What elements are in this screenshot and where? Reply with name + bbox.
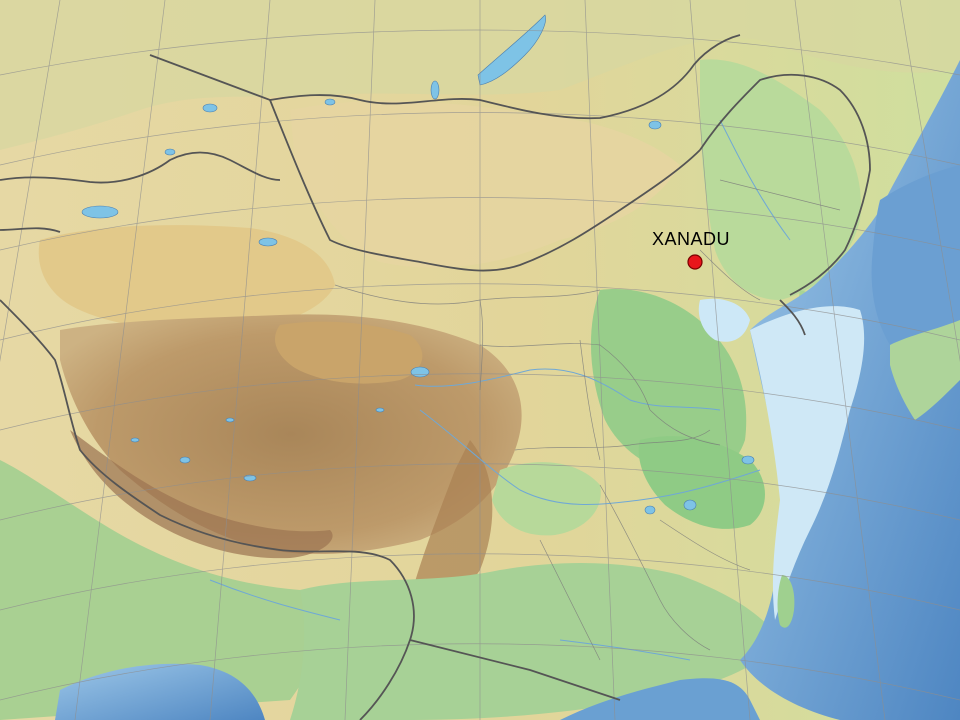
north-china-plain <box>590 289 747 477</box>
lake-hulun <box>648 120 662 130</box>
yangtze-river <box>419 409 761 505</box>
taiwan <box>777 575 795 628</box>
southeast-asia-border <box>409 639 621 701</box>
manchurian-plain <box>700 59 861 300</box>
rivers <box>209 119 791 661</box>
tibet-lake-3 <box>225 417 235 423</box>
province-border-9 <box>579 339 601 461</box>
hengduan-mountains <box>410 440 493 604</box>
meridian-7 <box>689 0 751 720</box>
province-border-3 <box>514 429 711 451</box>
korea-border <box>779 299 806 336</box>
parallel-5 <box>0 373 960 431</box>
xanadu-label: XANADU <box>652 229 731 249</box>
province-border-8 <box>719 179 841 211</box>
meridian-1 <box>0 0 61 363</box>
brahmaputra-river <box>209 579 341 621</box>
lake-balkhash <box>81 205 119 219</box>
west-lake-2 <box>164 148 176 156</box>
country-borders <box>0 34 871 720</box>
meridian-3 <box>209 0 271 720</box>
tibet-lake-5 <box>375 407 385 413</box>
lake-uvs <box>324 98 336 106</box>
tibet-lake-4 <box>130 437 140 443</box>
japan <box>890 320 960 420</box>
lake-bosten <box>258 237 278 247</box>
xanadu-location-dot[interactable] <box>687 254 703 270</box>
meridian-4 <box>344 0 376 720</box>
qaidam-basin <box>275 321 423 384</box>
province-border-7 <box>699 249 761 301</box>
songhua-river <box>719 119 791 241</box>
tibet-lake-1 <box>243 474 257 482</box>
province-border-10 <box>659 519 751 571</box>
yellow-river <box>414 368 721 411</box>
bohai-sea <box>698 298 750 342</box>
lake-baikal <box>477 14 546 86</box>
lake-khovsgol <box>430 80 440 100</box>
parallel-1 <box>0 29 960 76</box>
kazakh-border <box>0 151 281 184</box>
sichuan-basin <box>492 462 601 536</box>
meridian-6 <box>584 0 616 720</box>
province-borders <box>334 179 841 661</box>
central-asia-border <box>0 227 61 233</box>
parallel-2 <box>0 112 960 166</box>
lake-dongting <box>644 505 656 515</box>
parallel-7 <box>0 553 960 611</box>
tarim-basin <box>38 225 335 331</box>
lake-taihu <box>741 455 755 465</box>
province-border-5 <box>539 539 601 661</box>
yellow-sea <box>750 306 865 620</box>
meridian-8 <box>794 0 886 720</box>
sea-of-japan <box>871 165 960 345</box>
meridian-9 <box>899 0 960 363</box>
south-china-sea <box>560 678 760 720</box>
yangtze-delta <box>638 436 765 529</box>
province-border-11 <box>479 299 484 391</box>
bay-of-bengal <box>55 663 265 720</box>
west-lake-1 <box>202 103 218 113</box>
pearl-river <box>559 639 691 661</box>
meridian-2 <box>74 0 166 720</box>
gobi-desert <box>290 100 680 268</box>
indo-gangetic-plain <box>0 460 319 720</box>
russia-mongolia-border <box>149 34 741 120</box>
himalaya-border <box>0 299 415 720</box>
province-border-4 <box>599 484 711 651</box>
province-border-2 <box>479 343 651 411</box>
lake-poyang <box>683 499 697 511</box>
tibet-lake-2 <box>179 456 191 464</box>
mongolia-china-border <box>269 99 701 272</box>
parallel-3 <box>0 197 960 251</box>
parallel-4 <box>0 283 960 341</box>
manchuria-border <box>699 73 871 296</box>
parallel-8 <box>0 643 960 701</box>
province-border-6 <box>649 409 721 446</box>
parallel-6 <box>0 463 960 521</box>
